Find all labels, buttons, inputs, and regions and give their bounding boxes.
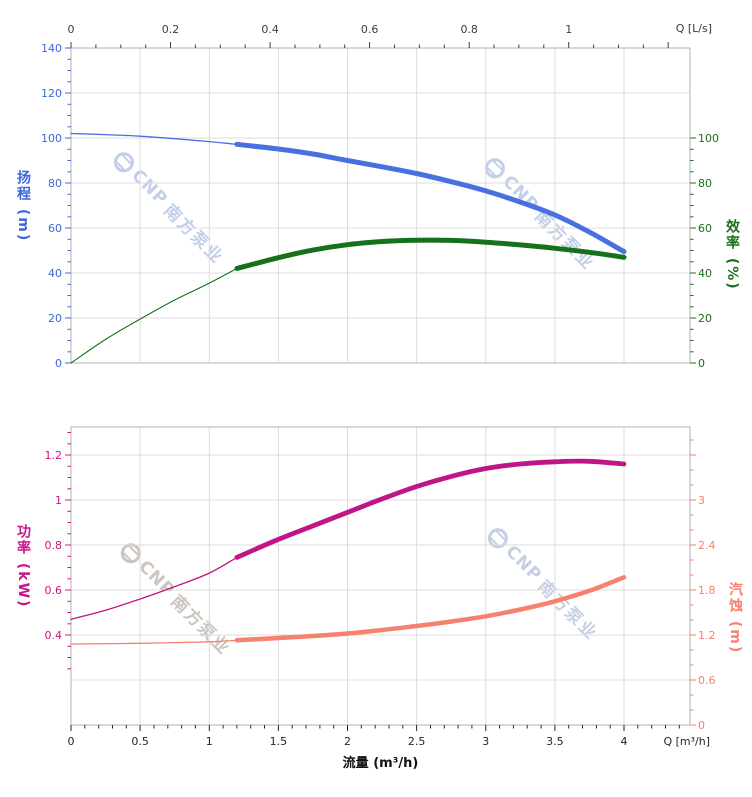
power-npsh-frame: [70, 426, 691, 726]
npsh-axis-title: 汽蚀 (m): [727, 582, 743, 655]
svg-text:0: 0: [68, 23, 75, 36]
svg-text:0.6: 0.6: [361, 23, 379, 36]
svg-text:3: 3: [698, 494, 705, 507]
svg-text:0.5: 0.5: [131, 735, 149, 748]
power-curve: [70, 458, 627, 620]
efficiency-axis-title: 效率 (%): [724, 219, 740, 291]
svg-text:0: 0: [698, 719, 705, 732]
svg-text:0.4: 0.4: [261, 23, 279, 36]
power-npsh-grid: [71, 427, 690, 725]
npsh-curve-thin: [70, 639, 238, 645]
bottom-axis-unit-label: Q [m³/h]: [663, 735, 710, 748]
head-curve: [70, 132, 627, 255]
top-axis-unit-label: Q [L/s]: [675, 22, 712, 35]
head-curve-thin: [70, 132, 238, 145]
svg-text:120: 120: [41, 87, 62, 100]
svg-text:140: 140: [41, 42, 62, 55]
svg-text:20: 20: [698, 312, 712, 325]
svg-text:0.6: 0.6: [698, 674, 716, 687]
svg-text:40: 40: [698, 267, 712, 280]
svg-text:3: 3: [482, 735, 489, 748]
svg-text:0: 0: [55, 357, 62, 370]
svg-text:1.2: 1.2: [45, 449, 63, 462]
svg-text:20: 20: [48, 312, 62, 325]
npsh-curve: [70, 575, 627, 645]
svg-text:0: 0: [68, 735, 75, 748]
svg-text:60: 60: [48, 222, 62, 235]
svg-text:0.6: 0.6: [45, 584, 63, 597]
svg-text:0.4: 0.4: [45, 629, 63, 642]
svg-text:100: 100: [41, 132, 62, 145]
svg-text:2: 2: [344, 735, 351, 748]
svg-text:80: 80: [698, 177, 712, 190]
svg-text:2.4: 2.4: [698, 539, 716, 552]
svg-text:80: 80: [48, 177, 62, 190]
svg-text:1.5: 1.5: [270, 735, 288, 748]
efficiency-curve: [70, 237, 627, 364]
svg-text:0.2: 0.2: [162, 23, 180, 36]
svg-text:1: 1: [206, 735, 213, 748]
svg-text:1.2: 1.2: [698, 629, 716, 642]
head-efficiency-grid: [71, 48, 690, 363]
npsh-curve-thick: [234, 575, 627, 643]
svg-text:60: 60: [698, 222, 712, 235]
power-npsh-chart: 0 0.5 1 1.5 2 2.5 3 3.5 4 0.4 0.6 0.8 1 1.2 0 0.6 1.2 1.8…: [45, 426, 716, 748]
head-axis-title: 扬程 (m): [15, 170, 31, 243]
head-curve-thick: [234, 141, 627, 255]
power-npsh-axes: 0 0.5 1 1.5 2 2.5 3 3.5 4 0.4 0.6 0.8 1 1.2 0 0.6 1.2 1.8…: [45, 432, 716, 748]
efficiency-curve-thick: [234, 237, 627, 271]
power-curve-thin: [70, 556, 238, 620]
efficiency-curve-thin: [70, 267, 238, 364]
svg-text:4: 4: [621, 735, 628, 748]
power-axis-title: 功率 (kW): [15, 524, 31, 609]
head-efficiency-axes: 0 0.2 0.4 0.6 0.8 1 0 20 40 60 80 100 120 140 0 20 40 60 8…: [41, 23, 719, 370]
svg-text:3.5: 3.5: [546, 735, 564, 748]
svg-text:0.8: 0.8: [460, 23, 478, 36]
power-curve-thick: [234, 458, 627, 560]
svg-text:0: 0: [698, 357, 705, 370]
x-axis-title: 流量 (m³/h): [342, 756, 419, 771]
svg-text:1.8: 1.8: [698, 584, 716, 597]
svg-text:40: 40: [48, 267, 62, 280]
head-efficiency-chart: 0 0.2 0.4 0.6 0.8 1 0 20 40 60 80 100 120 140 0 20 40 60 8…: [41, 23, 719, 370]
head-efficiency-frame: [70, 47, 691, 364]
svg-text:1: 1: [55, 494, 62, 507]
svg-text:100: 100: [698, 132, 719, 145]
svg-text:1: 1: [565, 23, 572, 36]
svg-text:0.8: 0.8: [45, 539, 63, 552]
svg-text:2.5: 2.5: [408, 735, 426, 748]
